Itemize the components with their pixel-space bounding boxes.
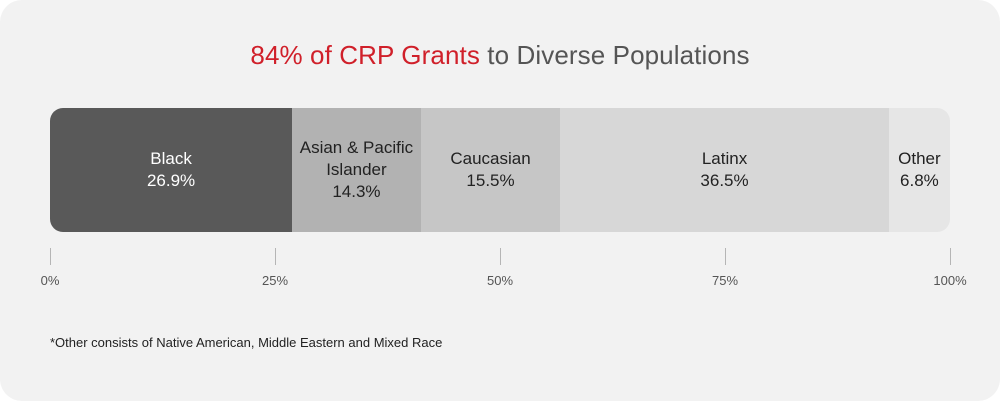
segment-label: Latinx [701, 149, 748, 168]
x-tick-mark [950, 248, 951, 265]
segment-value-label: 36.5% [700, 171, 749, 190]
segment-label: Asian & Pacific Islander [299, 138, 414, 179]
footnote: *Other consists of Native American, Midd… [50, 335, 443, 350]
bar-segment-black: Black 26.9% [50, 108, 293, 232]
bar-segment-other: Other 6.8% [888, 108, 950, 232]
x-tick-mark [725, 248, 726, 265]
x-tick-mark [50, 248, 51, 265]
x-tick-mark [500, 248, 501, 265]
x-axis: 0% 25% 50% 75% 100% [41, 248, 967, 298]
segment-label: Caucasian [450, 149, 531, 168]
bar-segment-asian-pacific-islander: Asian & Pacific Islander 14.3% [292, 108, 421, 232]
segment-value-label: 26.9% [146, 171, 196, 190]
x-tick-label: 25% [261, 273, 289, 288]
bar-segment-latinx: Latinx 36.5% [560, 108, 889, 232]
segment-value-label: 15.5% [466, 171, 515, 190]
chart-title-rest: to Diverse Populations [479, 40, 750, 70]
x-tick-label: 75% [711, 273, 739, 288]
chart-title: 84% of CRP Grants to Diverse Populations [0, 40, 1000, 71]
chart-title-highlight: 84% of CRP Grants [250, 40, 480, 70]
x-tick-mark [275, 248, 276, 265]
x-tick-label: 100% [933, 273, 967, 288]
segment-label: Other [898, 149, 941, 168]
bar-segment-caucasian: Caucasian 15.5% [420, 108, 561, 232]
segment-label: Black [150, 149, 192, 168]
segment-value-label: 6.8% [900, 171, 939, 190]
stacked-bar: Black 26.9% Asian & Pacific Islander 14.3% C… [50, 108, 950, 232]
segment-value-label: 14.3% [332, 182, 381, 201]
x-tick-label: 50% [486, 273, 514, 288]
x-tick-label: 0% [40, 273, 60, 288]
